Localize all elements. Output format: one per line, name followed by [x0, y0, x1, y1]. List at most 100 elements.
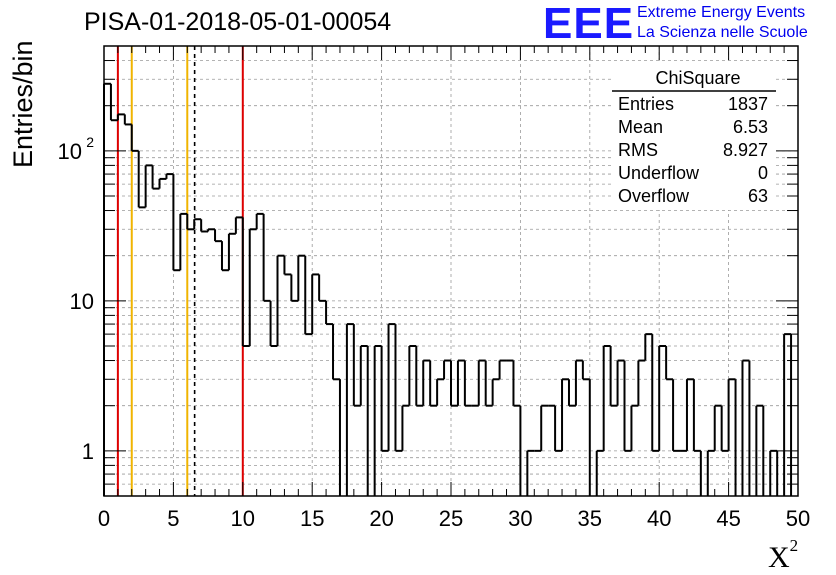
- histogram-bin: [137, 150, 146, 209]
- histogram-bin: [165, 173, 174, 179]
- histogram-title: PISA-01-2018-05-01-00054: [84, 8, 392, 36]
- histogram-bin: [574, 359, 583, 406]
- histogram-bin: [234, 216, 243, 234]
- x-tick-label: 15: [300, 506, 324, 531]
- y-tick-label: 10: [70, 289, 94, 314]
- x-axis-label: X2: [768, 536, 798, 575]
- histogram-bin: [318, 274, 327, 302]
- histogram-bin: [783, 333, 792, 496]
- histogram-bin: [373, 345, 382, 496]
- y-tick-label-exponent: 2: [86, 134, 94, 150]
- histogram-bin: [401, 404, 410, 451]
- histogram-bin: [248, 228, 257, 346]
- histogram-bin: [436, 378, 445, 406]
- x-axis-label-exponent: 2: [789, 536, 799, 555]
- y-tick-label: 1: [82, 439, 94, 464]
- histogram-bin: [380, 346, 389, 452]
- histogram-bin: [477, 359, 486, 406]
- y-tick-label: 10: [58, 139, 82, 164]
- histogram-bin: [637, 359, 646, 406]
- histogram-bin: [720, 405, 729, 452]
- x-tick-label: 20: [369, 506, 393, 531]
- histogram-bin: [741, 359, 750, 496]
- histogram-bin: [512, 360, 521, 407]
- histogram-bin: [207, 228, 216, 232]
- histogram-bin: [276, 254, 285, 346]
- histogram-bin: [255, 212, 264, 230]
- histogram-bin: [214, 229, 222, 243]
- histogram-bin: [352, 324, 361, 407]
- stats-row-value: 6.53: [733, 117, 768, 137]
- histogram-bin: [463, 360, 472, 407]
- histogram-bin: [227, 232, 236, 271]
- histogram-bin: [387, 323, 396, 451]
- histogram-bin: [241, 217, 250, 347]
- histogram-bin: [151, 165, 160, 190]
- y-axis-label: Entries/bin: [8, 40, 38, 168]
- histogram-bin: [526, 449, 535, 496]
- histogram-bin: [429, 360, 438, 407]
- histogram-bin: [130, 124, 139, 152]
- histogram-bin: [609, 346, 618, 407]
- histogram-bin: [540, 404, 549, 451]
- histogram-bin: [345, 323, 354, 496]
- histogram-bin: [144, 164, 153, 208]
- x-tick-label: 40: [647, 506, 671, 531]
- histogram-bin: [498, 359, 507, 380]
- histogram-bin: [644, 333, 653, 361]
- histogram-bin: [325, 300, 334, 326]
- histogram-bin: [283, 255, 292, 276]
- stats-box: ChiSquare Entries 1837 Mean 6.53 RMS 8.927 Unde…: [612, 64, 776, 210]
- histogram-bin: [616, 359, 625, 406]
- histogram-bin: [595, 449, 604, 496]
- stats-row-label: Underflow: [618, 163, 700, 183]
- stats-row-value: 8.927: [723, 140, 768, 160]
- x-tick-label: 0: [98, 506, 110, 531]
- x-tick-label: 5: [167, 506, 179, 531]
- histogram-bin: [602, 345, 611, 451]
- histogram-bin: [443, 359, 451, 380]
- histogram-bin: [658, 345, 667, 451]
- x-axis-label-base: X: [768, 541, 790, 574]
- histogram-bin: [262, 213, 271, 302]
- histogram-bin: [706, 449, 715, 496]
- x-tick-label: 25: [439, 506, 463, 531]
- x-tick-label: 45: [716, 506, 740, 531]
- histogram-bin: [422, 359, 431, 406]
- histogram-bin: [193, 218, 202, 230]
- histogram-bin: [172, 174, 181, 272]
- histogram-bin: [109, 83, 118, 122]
- logo-line-1: Extreme Energy Events: [637, 4, 806, 21]
- eee-logo-mark: EEE: [543, 0, 635, 48]
- stats-row-label: Mean: [618, 117, 663, 137]
- histogram-bin: [561, 378, 569, 451]
- histogram-bin: [186, 213, 195, 231]
- histogram-bin: [491, 378, 500, 406]
- histogram-bin: [394, 324, 403, 452]
- stats-row-label: Entries: [618, 94, 674, 114]
- stats-row-value: 1837: [728, 94, 768, 114]
- histogram-bin: [332, 324, 340, 381]
- histogram-bin: [359, 345, 368, 406]
- histogram-bin: [220, 241, 229, 272]
- stats-row-value: 0: [758, 163, 768, 183]
- vertical-lines-layer: [116, 46, 244, 496]
- histogram-bin: [116, 113, 125, 121]
- histogram-bin: [630, 404, 639, 451]
- x-tick-label: 35: [578, 506, 602, 531]
- histogram-bin: [755, 404, 764, 496]
- histogram-bin: [450, 360, 458, 407]
- histogram-bin: [297, 254, 306, 301]
- histogram-bin: [290, 274, 299, 302]
- histogram-bin: [651, 334, 660, 452]
- histogram-bin: [484, 360, 493, 407]
- histogram-bin: [581, 360, 590, 381]
- histogram-bin: [415, 346, 424, 407]
- histogram-bin: [554, 405, 563, 452]
- histogram-bin: [311, 273, 320, 335]
- stats-row-value: 63: [748, 186, 768, 206]
- histogram-bin: [179, 212, 188, 271]
- logo-line-2: La Scienza nelle Scuole: [637, 24, 808, 41]
